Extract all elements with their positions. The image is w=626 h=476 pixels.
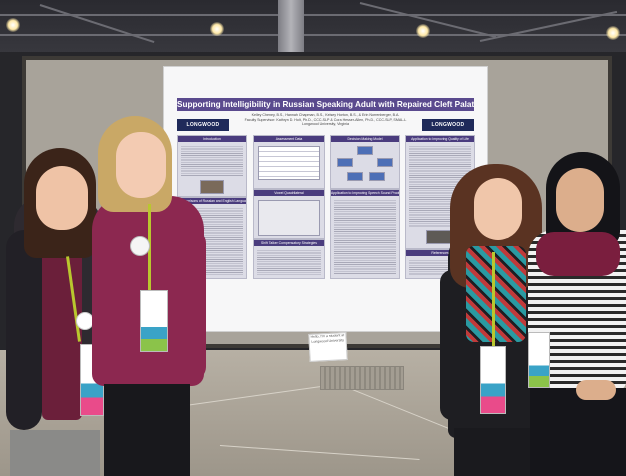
name-badge bbox=[528, 332, 550, 388]
assessment-table bbox=[258, 146, 320, 180]
panel-text bbox=[257, 249, 321, 275]
panel-heading: Vowel Quadrilateral bbox=[254, 190, 324, 196]
panel-heading: Comparisons of Russian and English Langu… bbox=[178, 198, 246, 204]
panel-assessment: Assessment Data bbox=[253, 135, 325, 189]
person-face bbox=[36, 166, 88, 230]
panel-heading: Introduction bbox=[178, 136, 246, 142]
panel-heading: Decision Making Model bbox=[331, 136, 399, 142]
panel-application-speech: Application to Improving Speech Sound Pr… bbox=[330, 189, 400, 279]
ceiling-light bbox=[606, 26, 620, 40]
ceiling-duct bbox=[278, 0, 304, 56]
person-scarf bbox=[536, 232, 620, 276]
panel-text bbox=[334, 199, 396, 275]
ceiling-light bbox=[416, 24, 430, 38]
poster-affiliation: Longwood University, Virginia bbox=[301, 122, 349, 127]
person-skirt bbox=[530, 388, 626, 476]
university-logo-left: LONGWOOD bbox=[177, 119, 229, 131]
panel-heading: Application to Improving Speech Sound Pr… bbox=[331, 190, 399, 196]
panel-self-talk: Shift Talker Compensatory Strategies bbox=[253, 239, 325, 279]
person-hand bbox=[576, 380, 616, 400]
panel-text bbox=[181, 145, 243, 176]
panel-heading: Shift Talker Compensatory Strategies bbox=[254, 240, 324, 246]
person-pants bbox=[104, 384, 190, 476]
vowel-chart bbox=[258, 200, 320, 236]
panel-vowel-quadrilateral: Vowel Quadrilateral bbox=[253, 189, 325, 239]
person-skirt bbox=[454, 428, 536, 476]
lanyard bbox=[492, 252, 495, 348]
model-box bbox=[369, 172, 385, 181]
panel-heading: References bbox=[406, 250, 474, 256]
person-face bbox=[116, 132, 166, 198]
model-box bbox=[377, 158, 393, 167]
ceiling-truss bbox=[0, 34, 626, 36]
panel-heading: Application to Improving Quality of Life bbox=[406, 136, 474, 142]
poster-authors-line: Kelley Cheney, B.S., Hannah Chapman, B.S… bbox=[251, 113, 400, 117]
ceiling-truss bbox=[0, 14, 626, 16]
person-arm bbox=[180, 230, 206, 380]
name-badge bbox=[140, 290, 168, 352]
university-logo-right: LONGWOOD bbox=[422, 119, 474, 131]
panel-photo bbox=[200, 180, 224, 194]
person-arm bbox=[440, 270, 464, 420]
panel-heading: Assessment Data bbox=[254, 136, 324, 142]
ceiling-light bbox=[210, 22, 224, 36]
model-box bbox=[357, 146, 373, 155]
name-badge bbox=[480, 346, 506, 414]
person-face bbox=[474, 178, 522, 240]
person-arm bbox=[6, 230, 42, 430]
panel-introduction: Introduction bbox=[177, 135, 247, 197]
model-box bbox=[337, 158, 353, 167]
poster-authors-line: Faculty Supervisor: Kathryn D. Holt, Ph.… bbox=[244, 117, 407, 122]
floor-grate bbox=[320, 366, 404, 390]
button-pin bbox=[130, 236, 150, 256]
panel-photo bbox=[426, 230, 452, 244]
ceiling bbox=[0, 0, 626, 62]
ceiling-truss bbox=[39, 4, 155, 44]
person-face bbox=[556, 168, 604, 232]
poster-authors: Kelley Cheney, B.S., Hannah Chapman, B.S… bbox=[224, 113, 427, 127]
panel-decision-model: Decision Making Model bbox=[330, 135, 400, 189]
floor-line bbox=[219, 445, 420, 460]
person-scarf bbox=[466, 246, 526, 342]
person-pants bbox=[10, 430, 100, 476]
lanyard bbox=[148, 204, 151, 296]
poster-title: Supporting Intelligibility in Russian Sp… bbox=[177, 98, 474, 111]
ceiling-light bbox=[6, 18, 20, 32]
sign-note: Hello, I'm a student at Longwood Univers… bbox=[308, 332, 348, 362]
model-box bbox=[347, 172, 363, 181]
